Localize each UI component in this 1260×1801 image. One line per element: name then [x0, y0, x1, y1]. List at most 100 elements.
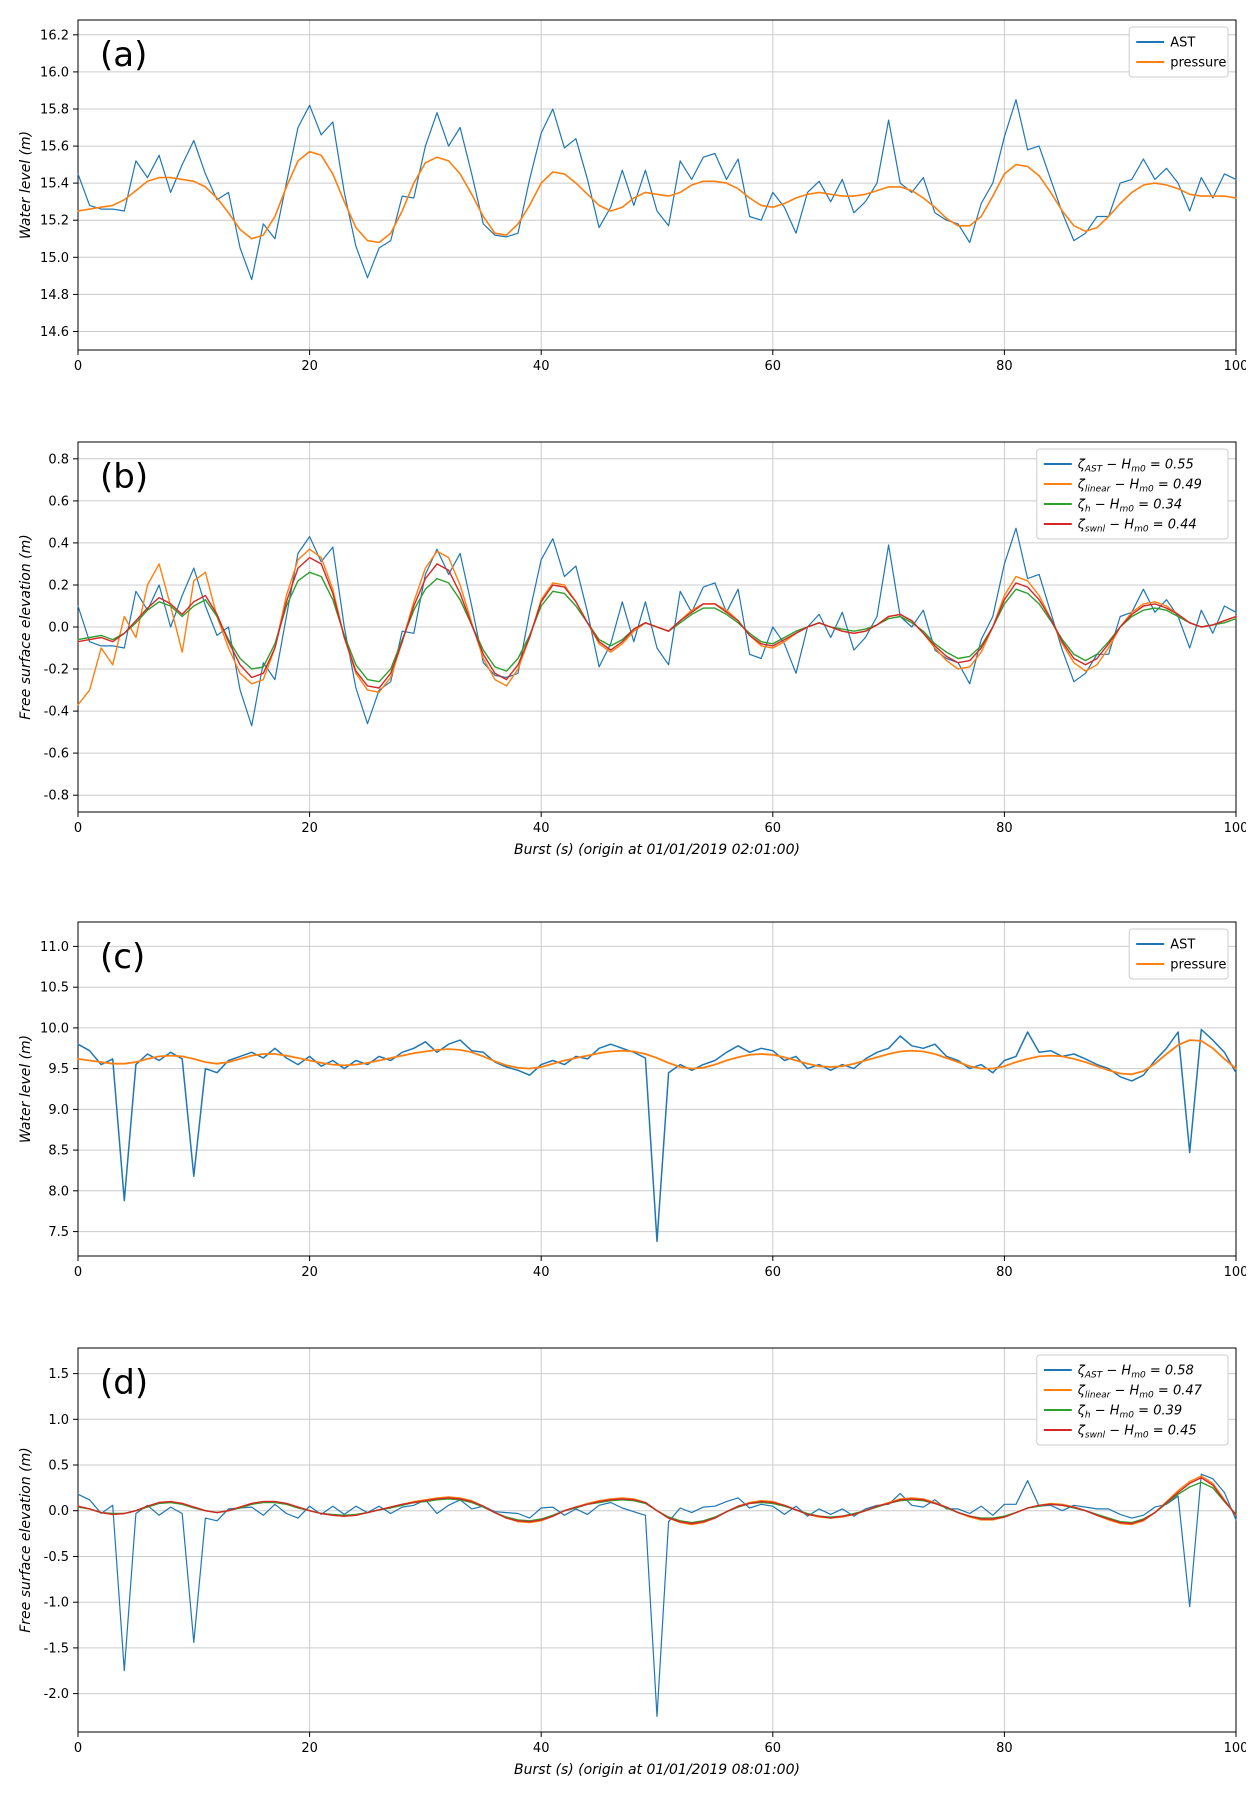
y-tick-label: 14.8 — [40, 288, 69, 303]
series-zeta-swnl — [77, 1477, 1237, 1525]
y-tick-label: 8.5 — [48, 1144, 69, 1159]
axes-frame — [77, 921, 1237, 1257]
series-pressure — [77, 150, 1237, 244]
y-tick-label: 7.5 — [48, 1225, 69, 1240]
x-axis-label: Burst (s) (origin at 01/01/2019 02:01:00… — [514, 842, 800, 858]
y-tick-label: -0.2 — [44, 663, 69, 678]
y-tick-label: 14.6 — [40, 325, 69, 340]
y-axis-label: Free surface elevation (m) — [18, 1447, 34, 1633]
y-tick-label: 0.5 — [48, 1459, 69, 1474]
y-tick-label: 16.2 — [40, 28, 69, 43]
panel-d: 0 20 40 60 80 100 -2.0 -1.5 -1.0 -0.5 0.0 0.5 1.0 1.5… — [14, 1338, 1248, 1786]
x-tick-label: 40 — [533, 359, 550, 374]
legend-box — [1036, 1354, 1229, 1446]
x-tick-label: 40 — [533, 821, 550, 836]
series-zeta-h — [77, 1481, 1237, 1524]
panel-a: 0 20 40 60 80 100 14.6 14.8 15.0 15.2 15.4 15.6 15.8… — [14, 10, 1248, 386]
y-tick-label: 0.0 — [48, 621, 69, 636]
x-tick-label: 60 — [765, 1265, 782, 1280]
legend-label-zeta-ast: ζAST − Hm0 = 0.58 — [1077, 1364, 1194, 1381]
y-tick-label: 15.0 — [40, 251, 69, 266]
x-tick-label: 20 — [301, 821, 318, 836]
series-ast — [77, 99, 1237, 281]
chart-water-level-c: 0 20 40 60 80 100 7.5 8.0 8.5 9.0 9.5 10.0 10.5 11.0 (… — [14, 912, 1248, 1292]
chart-water-level-a: 0 20 40 60 80 100 14.6 14.8 15.0 15.2 15.4 15.6 15.8… — [14, 10, 1248, 386]
panel-b: 0 20 40 60 80 100 -0.8 -0.6 -0.4 -0.2 0.0 0.2 0.4 0.6… — [14, 432, 1248, 866]
chart-free-surface-b: 0 20 40 60 80 100 -0.8 -0.6 -0.4 -0.2 0.0 0.2 0.4 0.6… — [14, 432, 1248, 866]
y-tick-label: 0.4 — [48, 536, 69, 551]
chart-svg: 0 20 40 60 80 100 14.6 14.8 15.0 15.2 15.4 15.6 15.8… — [18, 19, 1248, 374]
x-tick-label: 80 — [996, 821, 1013, 836]
x-tick-label: 80 — [996, 1741, 1013, 1756]
panel-c: 0 20 40 60 80 100 7.5 8.0 8.5 9.0 9.5 10.0 10.5 11.0 (… — [14, 912, 1248, 1292]
y-tick-label: 9.0 — [48, 1103, 69, 1118]
x-tick-label: 0 — [74, 821, 82, 836]
x-tick-label: 60 — [765, 1741, 782, 1756]
y-tick-label: 16.0 — [40, 65, 69, 80]
legend-label-zeta-linear: ζlinear − Hm0 = 0.49 — [1077, 478, 1202, 495]
chart-svg: 0 20 40 60 80 100 -2.0 -1.5 -1.0 -0.5 0.0 0.5 1.0 1.5… — [18, 1347, 1248, 1778]
series-zeta-linear — [77, 1475, 1237, 1526]
legend-label-zeta-h: ζh − Hm0 = 0.34 — [1077, 498, 1182, 515]
y-tick-label: 0.8 — [48, 452, 69, 467]
y-tick-label: 15.6 — [40, 140, 69, 155]
y-tick-label: -0.5 — [44, 1550, 69, 1565]
y-tick-label: 1.5 — [48, 1367, 69, 1382]
x-tick-label: 100 — [1224, 1741, 1246, 1756]
legend-label-zeta-swnl: ζswnl − Hm0 = 0.45 — [1077, 1424, 1197, 1441]
x-tick-label: 100 — [1224, 1265, 1246, 1280]
legend-label-ast: AST — [1170, 36, 1195, 51]
y-tick-label: 10.5 — [40, 981, 69, 996]
x-tick-label: 80 — [996, 359, 1013, 374]
x-tick-label: 40 — [533, 1741, 550, 1756]
x-tick-label: 100 — [1224, 821, 1246, 836]
legend-label-pressure: pressure — [1170, 56, 1226, 71]
legend-label-pressure: pressure — [1170, 958, 1226, 973]
y-tick-label: 15.4 — [40, 177, 69, 192]
panel-letter: (d) — [100, 1363, 148, 1403]
y-tick-label: 15.8 — [40, 103, 69, 118]
x-tick-label: 0 — [74, 1265, 82, 1280]
series-ast — [77, 1028, 1237, 1243]
y-tick-label: -1.0 — [44, 1596, 69, 1611]
y-tick-label: 1.0 — [48, 1413, 69, 1428]
series-zeta-swnl — [77, 556, 1237, 689]
x-axis-label: Burst (s) (origin at 01/01/2019 08:01:00… — [514, 1762, 800, 1778]
y-tick-label: -0.6 — [44, 747, 69, 762]
y-tick-label: 11.0 — [40, 940, 69, 955]
axes-frame — [77, 1347, 1237, 1733]
x-tick-label: 60 — [765, 821, 782, 836]
legend-label-zeta-h: ζh − Hm0 = 0.39 — [1077, 1404, 1182, 1421]
legend-label-zeta-ast: ζAST − Hm0 = 0.55 — [1077, 458, 1194, 475]
legend-label-zeta-linear: ζlinear − Hm0 = 0.47 — [1077, 1384, 1203, 1401]
x-tick-label: 60 — [765, 359, 782, 374]
x-tick-label: 80 — [996, 1265, 1013, 1280]
y-tick-label: -1.5 — [44, 1641, 69, 1656]
legend-box — [1128, 26, 1229, 78]
y-tick-label: 0.0 — [48, 1504, 69, 1519]
y-tick-label: -0.8 — [44, 789, 69, 804]
y-axis-label: Water level (m) — [18, 131, 34, 239]
x-tick-label: 0 — [74, 359, 82, 374]
panel-letter: (b) — [100, 457, 148, 497]
y-tick-label: 0.6 — [48, 494, 69, 509]
chart-svg: 0 20 40 60 80 100 7.5 8.0 8.5 9.0 9.5 10.0 10.5 11.0 (… — [18, 921, 1248, 1280]
y-tick-label: -0.4 — [44, 705, 69, 720]
series-pressure — [77, 1039, 1237, 1076]
legend-box — [1036, 448, 1229, 540]
y-axis-label: Water level (m) — [18, 1035, 34, 1143]
y-tick-label: 9.5 — [48, 1062, 69, 1077]
x-tick-label: 100 — [1224, 359, 1246, 374]
y-axis-label: Free surface elevation (m) — [18, 534, 34, 720]
y-tick-label: 0.2 — [48, 579, 69, 594]
legend-box — [1128, 928, 1229, 980]
y-tick-label: 8.0 — [48, 1184, 69, 1199]
x-tick-label: 0 — [74, 1741, 82, 1756]
x-tick-label: 40 — [533, 1265, 550, 1280]
x-tick-label: 20 — [301, 359, 318, 374]
chart-free-surface-d: 0 20 40 60 80 100 -2.0 -1.5 -1.0 -0.5 0.0 0.5 1.0 1.5… — [14, 1338, 1248, 1786]
legend-label-zeta-swnl: ζswnl − Hm0 = 0.44 — [1077, 518, 1197, 535]
series-zeta-ast — [77, 527, 1237, 727]
panel-letter: (c) — [100, 937, 145, 977]
